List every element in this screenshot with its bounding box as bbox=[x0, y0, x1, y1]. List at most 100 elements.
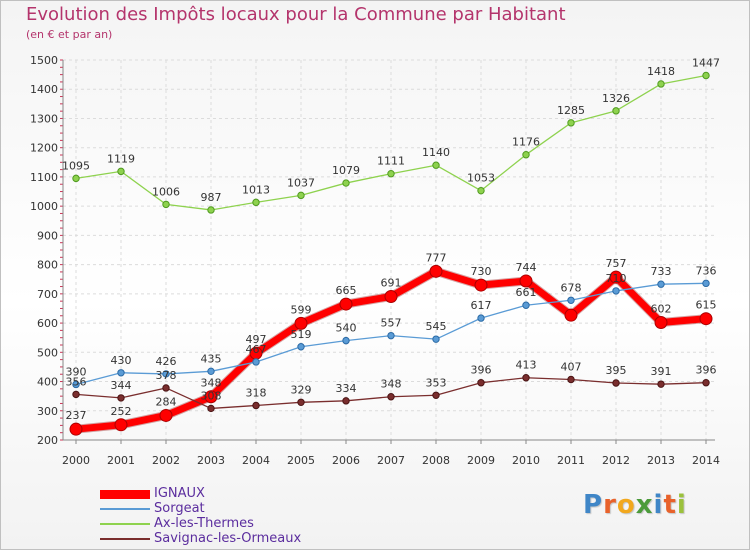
data-point bbox=[117, 394, 125, 402]
x-tick-label: 2000 bbox=[62, 454, 90, 467]
proxiti-logo: Proxiti bbox=[583, 490, 687, 520]
data-point bbox=[567, 296, 575, 304]
data-label: 602 bbox=[651, 302, 672, 315]
x-tick-label: 2009 bbox=[467, 454, 495, 467]
data-label: 691 bbox=[381, 276, 402, 289]
legend-item: Sorgeat bbox=[100, 501, 430, 517]
data-point bbox=[117, 369, 125, 377]
data-label: 284 bbox=[156, 395, 177, 408]
data-label: 1418 bbox=[647, 65, 675, 78]
data-point bbox=[654, 315, 668, 329]
data-label: 1006 bbox=[152, 185, 180, 198]
data-label: 344 bbox=[111, 379, 132, 392]
data-point bbox=[387, 393, 395, 401]
data-label: 777 bbox=[426, 251, 447, 264]
data-point bbox=[567, 119, 575, 127]
y-tick-label: 1200 bbox=[30, 142, 58, 155]
data-label: 599 bbox=[291, 303, 312, 316]
data-point bbox=[522, 301, 530, 309]
data-point bbox=[609, 270, 623, 284]
logo-letter: o bbox=[616, 490, 636, 520]
y-tick-label: 1100 bbox=[30, 171, 58, 184]
data-point bbox=[72, 174, 80, 183]
data-point bbox=[162, 384, 170, 392]
data-label: 396 bbox=[696, 364, 717, 377]
data-point bbox=[252, 198, 260, 207]
y-tick-label: 1000 bbox=[30, 200, 58, 213]
data-point bbox=[72, 390, 80, 399]
x-tick-label: 2014 bbox=[692, 454, 720, 467]
data-label: 1079 bbox=[332, 164, 360, 177]
chart-title: Evolution des Impôts locaux pour la Comm… bbox=[26, 4, 566, 25]
data-label: 1285 bbox=[557, 104, 585, 117]
x-tick-label: 2011 bbox=[557, 454, 585, 467]
data-point bbox=[477, 379, 485, 387]
data-label: 736 bbox=[696, 264, 717, 277]
data-point bbox=[69, 422, 83, 436]
y-tick-label: 500 bbox=[37, 346, 58, 359]
data-label: 757 bbox=[606, 257, 627, 270]
chart-subtitle: (en € et par an) bbox=[26, 28, 113, 41]
x-tick-label: 2005 bbox=[287, 454, 315, 467]
data-label: 467 bbox=[246, 343, 267, 356]
legend-item: Ax-les-Thermes bbox=[100, 516, 430, 532]
data-label: 435 bbox=[201, 352, 222, 365]
data-point bbox=[702, 379, 710, 387]
data-point bbox=[297, 343, 305, 351]
data-label: 540 bbox=[336, 322, 357, 335]
legend-swatch bbox=[100, 490, 150, 499]
x-tick-label: 2008 bbox=[422, 454, 450, 467]
data-label: 1111 bbox=[377, 155, 405, 168]
data-label: 519 bbox=[291, 328, 312, 341]
data-point bbox=[297, 398, 305, 406]
data-label: 407 bbox=[561, 360, 582, 373]
data-label: 617 bbox=[471, 299, 492, 312]
data-point bbox=[162, 370, 170, 378]
legend-label: IGNAUX bbox=[154, 486, 205, 501]
y-tick-label: 600 bbox=[37, 317, 58, 330]
data-label: 730 bbox=[471, 265, 492, 278]
y-tick-label: 400 bbox=[37, 376, 58, 389]
data-point bbox=[477, 314, 485, 322]
data-label: 987 bbox=[201, 191, 222, 204]
legend-swatch bbox=[100, 508, 150, 510]
data-point bbox=[342, 179, 350, 187]
data-point bbox=[294, 316, 308, 330]
data-label: 308 bbox=[201, 389, 222, 402]
data-point bbox=[702, 71, 710, 80]
data-label: 413 bbox=[516, 359, 537, 372]
data-label: 615 bbox=[696, 299, 717, 312]
data-label: 395 bbox=[606, 364, 627, 377]
data-point bbox=[117, 167, 125, 176]
data-point bbox=[564, 308, 578, 322]
data-point bbox=[519, 274, 533, 288]
data-label: 1326 bbox=[602, 92, 630, 105]
data-point bbox=[342, 397, 350, 405]
x-tick-label: 2012 bbox=[602, 454, 630, 467]
data-label: 1140 bbox=[422, 146, 450, 159]
data-label: 497 bbox=[246, 333, 267, 346]
data-point bbox=[657, 80, 665, 88]
x-tick-label: 2003 bbox=[197, 454, 225, 467]
x-tick-label: 2004 bbox=[242, 454, 270, 467]
data-label: 353 bbox=[426, 376, 447, 389]
data-point bbox=[72, 380, 80, 389]
data-point bbox=[612, 107, 620, 115]
data-label: 396 bbox=[471, 364, 492, 377]
data-point bbox=[432, 335, 440, 343]
data-point bbox=[429, 264, 443, 278]
data-point bbox=[432, 391, 440, 399]
legend-swatch bbox=[100, 523, 150, 525]
data-point bbox=[387, 170, 395, 178]
data-label: 1037 bbox=[287, 176, 315, 189]
legend-label: Sorgeat bbox=[154, 501, 205, 516]
data-point bbox=[207, 206, 215, 214]
data-label: 1176 bbox=[512, 136, 540, 149]
logo-letter: i bbox=[676, 490, 687, 520]
data-label: 334 bbox=[336, 382, 357, 395]
y-tick-label: 900 bbox=[37, 229, 58, 242]
y-tick-label: 1400 bbox=[30, 83, 58, 96]
data-label: 1053 bbox=[467, 172, 495, 185]
data-point bbox=[474, 278, 488, 292]
